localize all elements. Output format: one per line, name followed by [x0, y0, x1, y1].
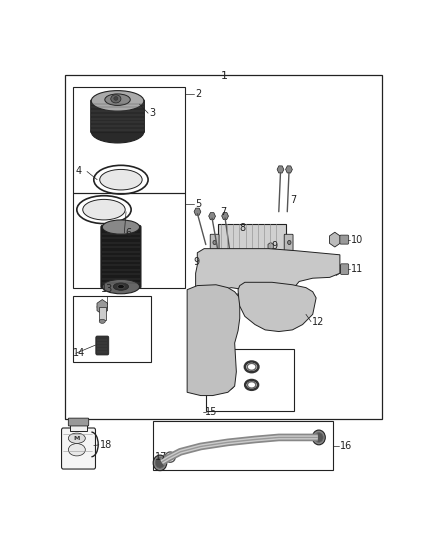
- Ellipse shape: [68, 433, 85, 443]
- FancyBboxPatch shape: [96, 336, 109, 355]
- Bar: [70, 422, 87, 431]
- Ellipse shape: [113, 283, 129, 290]
- Ellipse shape: [102, 220, 140, 235]
- Text: 9: 9: [193, 257, 199, 267]
- Text: 1: 1: [221, 71, 228, 82]
- FancyBboxPatch shape: [341, 264, 349, 274]
- Ellipse shape: [249, 290, 254, 297]
- Text: 2: 2: [196, 88, 202, 99]
- Ellipse shape: [235, 294, 241, 301]
- Text: 3: 3: [149, 108, 155, 118]
- Ellipse shape: [114, 96, 118, 100]
- Ellipse shape: [269, 296, 295, 326]
- Ellipse shape: [193, 297, 225, 335]
- Bar: [218, 224, 286, 261]
- Text: 8: 8: [240, 223, 246, 233]
- FancyBboxPatch shape: [284, 235, 293, 251]
- FancyBboxPatch shape: [340, 235, 349, 244]
- Ellipse shape: [100, 169, 142, 190]
- Bar: [74, 193, 185, 288]
- Ellipse shape: [105, 94, 130, 106]
- Ellipse shape: [312, 430, 325, 445]
- Bar: [74, 296, 152, 361]
- Polygon shape: [238, 282, 316, 332]
- Bar: [153, 421, 333, 470]
- Text: M: M: [74, 436, 80, 441]
- Text: 17: 17: [155, 452, 167, 462]
- Text: 7: 7: [291, 195, 297, 205]
- Ellipse shape: [153, 455, 167, 471]
- Ellipse shape: [102, 279, 140, 294]
- Ellipse shape: [213, 240, 216, 245]
- Ellipse shape: [97, 303, 107, 311]
- Ellipse shape: [91, 91, 144, 111]
- Text: 14: 14: [74, 348, 86, 358]
- Ellipse shape: [155, 457, 165, 468]
- Text: 5: 5: [196, 199, 202, 209]
- Text: 12: 12: [312, 317, 325, 327]
- Ellipse shape: [288, 240, 291, 245]
- Polygon shape: [187, 285, 240, 395]
- Ellipse shape: [273, 300, 292, 322]
- Ellipse shape: [91, 120, 144, 143]
- Text: 4: 4: [76, 166, 82, 176]
- Ellipse shape: [111, 95, 121, 103]
- Ellipse shape: [117, 285, 124, 289]
- Ellipse shape: [99, 319, 105, 324]
- FancyBboxPatch shape: [91, 100, 145, 133]
- Text: 16: 16: [340, 441, 352, 451]
- Text: 10: 10: [351, 235, 364, 245]
- Text: 7: 7: [220, 207, 226, 217]
- Text: 15: 15: [205, 407, 217, 417]
- Ellipse shape: [314, 432, 323, 442]
- Bar: [99, 307, 106, 320]
- Ellipse shape: [68, 443, 85, 456]
- Ellipse shape: [197, 302, 222, 330]
- Text: 18: 18: [100, 440, 112, 450]
- Bar: [74, 86, 185, 193]
- FancyBboxPatch shape: [101, 225, 141, 288]
- FancyBboxPatch shape: [61, 428, 95, 469]
- Ellipse shape: [222, 290, 227, 297]
- Ellipse shape: [83, 199, 125, 220]
- Text: 11: 11: [351, 264, 364, 274]
- Bar: [206, 349, 294, 411]
- FancyBboxPatch shape: [68, 418, 88, 426]
- Bar: [65, 76, 382, 419]
- Polygon shape: [196, 248, 340, 294]
- FancyBboxPatch shape: [210, 235, 219, 251]
- Text: 9: 9: [271, 241, 277, 251]
- Text: 6: 6: [125, 228, 131, 238]
- Text: 13: 13: [101, 284, 113, 294]
